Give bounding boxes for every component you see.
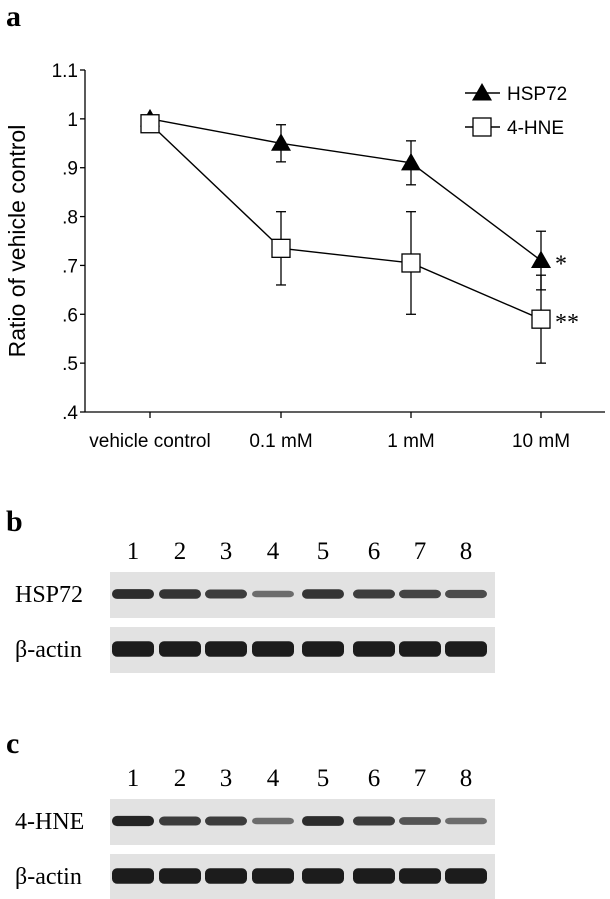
lane-number: 3 (220, 765, 233, 792)
y-axis-label: Ratio of vehicle control (4, 125, 30, 358)
y-tick-label: 1.1 (52, 61, 78, 82)
lane-number: 5 (317, 538, 330, 565)
blot-row-label: β-actin (15, 637, 82, 663)
blot-band (252, 817, 294, 825)
blot-band (252, 641, 294, 657)
marker-square (140, 114, 160, 134)
significance-label: ** (555, 310, 579, 336)
blot-band (445, 868, 487, 884)
marker-triangle (271, 133, 291, 151)
blot-band (205, 641, 247, 657)
y-tick-label: .7 (62, 256, 78, 277)
lane-number: 2 (174, 765, 187, 792)
blot-band (112, 815, 154, 827)
significance-label: * (555, 252, 567, 278)
blot-row-label: HSP72 (15, 582, 83, 608)
blot-band (399, 868, 441, 884)
lane-number: 3 (220, 538, 233, 565)
lane-number: 6 (368, 765, 381, 792)
lane-number: 8 (460, 538, 473, 565)
x-ticks: vehicle control 0.1 mM 1 mM 10 mM (89, 412, 570, 452)
series-group: *** (140, 108, 579, 364)
lane-number: 2 (174, 538, 187, 565)
marker-triangle (531, 250, 551, 269)
blot-band (353, 589, 395, 599)
x-tick-label: vehicle control (89, 431, 210, 452)
marker-square (531, 309, 551, 329)
panel-label-b: b (6, 505, 23, 538)
blot-band (302, 816, 344, 826)
y-tick-label: 1 (67, 110, 78, 131)
series-hsp72: * (140, 108, 567, 291)
blot-band (399, 817, 441, 825)
blot-row-label: 4-HNE (15, 809, 84, 835)
y-tick-label: .5 (62, 354, 78, 375)
y-tick-label: .4 (62, 403, 78, 424)
lane-number: 4 (267, 538, 280, 565)
marker-square (472, 117, 492, 137)
series-line (149, 123, 542, 320)
blot-band (252, 590, 294, 598)
y-tick-label: .9 (62, 159, 78, 180)
series-line (149, 118, 542, 262)
blot-band (353, 641, 395, 657)
panel-label-c: c (6, 727, 19, 760)
western-blot-c: 1 2 3 4 5 6 7 8 4-HNE β-actin (15, 765, 495, 899)
blot-band (205, 816, 247, 826)
y-tick-label: .6 (62, 305, 78, 326)
blot-band (159, 816, 201, 826)
panel-label-a: a (6, 0, 21, 33)
x-tick-label: 1 mM (387, 431, 435, 452)
blot-band (399, 641, 441, 657)
blot-band (159, 868, 201, 884)
blot-band (302, 641, 344, 657)
lane-number: 7 (414, 538, 427, 565)
y-tick-label: .8 (62, 208, 78, 229)
blot-band (445, 589, 487, 599)
blot-band (159, 589, 201, 599)
marker-square (401, 253, 421, 273)
blot-band (353, 868, 395, 884)
legend: HSP72 4-HNE (465, 83, 567, 139)
western-blot-b: 1 2 3 4 5 6 7 8 HSP72 β-actin (15, 538, 495, 673)
marker-triangle (401, 152, 421, 171)
lane-number: 4 (267, 765, 280, 792)
blot-band (112, 868, 154, 884)
x-tick-label: 10 mM (512, 431, 570, 452)
lane-number: 1 (127, 538, 140, 565)
blot-band (112, 641, 154, 657)
blot-band (302, 589, 344, 599)
blot-band (399, 589, 441, 599)
x-tick-label: 0.1 mM (249, 431, 312, 452)
marker-square (271, 238, 291, 258)
marker-triangle (472, 83, 492, 101)
blot-band (445, 641, 487, 657)
y-ticks: .4 .5 .6 .7 .8 .9 1 1.1 (52, 61, 85, 424)
blot-row-label: β-actin (15, 864, 82, 890)
lane-number: 5 (317, 765, 330, 792)
legend-entry: HSP72 (507, 84, 567, 105)
blot-band (252, 868, 294, 884)
lane-number: 8 (460, 765, 473, 792)
blot-band (159, 641, 201, 657)
line-chart: .4 .5 .6 .7 .8 .9 1 1.1 vehicle control 0.1 mM 1 … (4, 61, 605, 452)
lane-number: 1 (127, 765, 140, 792)
blot-band (353, 816, 395, 826)
blot-band (205, 589, 247, 599)
blot-band (445, 817, 487, 825)
series-4-hne: ** (140, 114, 579, 364)
blot-band (112, 589, 154, 599)
legend-entry: 4-HNE (507, 118, 564, 139)
lane-number: 6 (368, 538, 381, 565)
blot-band (302, 868, 344, 884)
lane-number: 7 (414, 765, 427, 792)
blot-band (205, 868, 247, 884)
